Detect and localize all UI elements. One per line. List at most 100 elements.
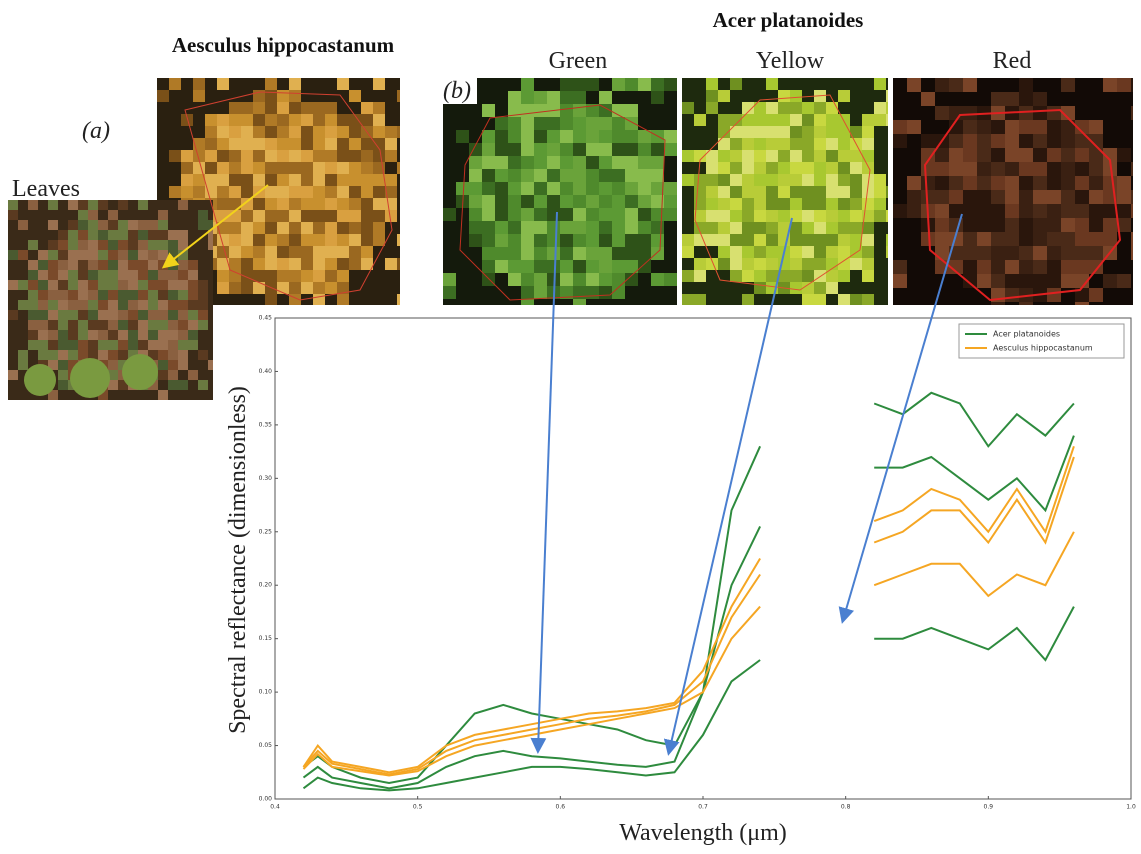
image-pixel	[289, 222, 301, 234]
image-pixel	[651, 91, 664, 104]
image-pixel	[158, 280, 168, 290]
image-pixel	[289, 126, 301, 138]
image-pixel	[1047, 120, 1061, 134]
image-pixel	[826, 114, 838, 126]
image-pixel	[1061, 260, 1075, 274]
image-pixel	[168, 380, 178, 390]
image-pixel	[790, 246, 802, 258]
image-pixel	[826, 246, 838, 258]
image-pixel	[253, 258, 265, 270]
image-pixel	[754, 102, 766, 114]
image-pixel	[253, 114, 265, 126]
image-pixel	[1103, 162, 1117, 176]
image-pixel	[88, 260, 98, 270]
image-pixel	[58, 360, 68, 370]
image-pixel	[651, 208, 664, 221]
label-box	[437, 76, 477, 104]
image-pixel	[862, 138, 874, 150]
arrow	[530, 211, 558, 754]
image-pixel	[814, 114, 826, 126]
image-pixel	[547, 117, 560, 130]
image-pixel	[58, 250, 68, 260]
image-pixel	[193, 138, 205, 150]
image-pixel	[337, 162, 349, 174]
image-pixel	[508, 260, 521, 273]
image-pixel	[181, 114, 193, 126]
image-pixel	[893, 274, 907, 288]
image-pixel	[742, 186, 754, 198]
image-pixel	[482, 195, 495, 208]
image-pixel	[1033, 106, 1047, 120]
image-pixel	[168, 280, 178, 290]
image-pixel	[168, 360, 178, 370]
image-pixel	[814, 174, 826, 186]
image-pixel	[730, 78, 742, 90]
image-pixel	[98, 280, 108, 290]
image-pixel	[718, 258, 730, 270]
image-pixel	[301, 222, 313, 234]
image-pixel	[534, 234, 547, 247]
image-pixel	[1019, 218, 1033, 232]
image-pixel	[158, 320, 168, 330]
image-pixel	[108, 290, 118, 300]
image-pixel	[778, 210, 790, 222]
image-pixel	[886, 114, 888, 126]
image-pixel	[313, 210, 325, 222]
image-pixel	[229, 162, 241, 174]
image-pixel	[241, 282, 253, 294]
image-pixel	[754, 174, 766, 186]
image-pixel	[534, 169, 547, 182]
roi-outline	[694, 94, 871, 291]
image-pixel	[1131, 246, 1133, 260]
image-pixel	[469, 208, 482, 221]
image-pixel	[253, 270, 265, 282]
image-pixel	[1019, 78, 1033, 92]
image-pixel	[38, 310, 48, 320]
image-pixel	[730, 210, 742, 222]
image-pixel	[682, 234, 694, 246]
image-pixel	[469, 156, 482, 169]
image-pixel	[495, 169, 508, 182]
image-pixel	[482, 182, 495, 195]
image-pixel	[8, 370, 18, 380]
image-pixel	[706, 90, 718, 102]
image-pixel	[949, 162, 963, 176]
image-pixel	[921, 148, 935, 162]
image-pixel	[664, 182, 677, 195]
image-pixel	[586, 195, 599, 208]
image-pixel	[1005, 148, 1019, 162]
image-pixel	[241, 186, 253, 198]
image-pixel	[766, 270, 778, 282]
image-pixel	[977, 134, 991, 148]
image-pixel	[157, 90, 169, 102]
image-pixel	[560, 130, 573, 143]
image-pixel	[612, 156, 625, 169]
image-pixel	[48, 320, 58, 330]
image-pixel	[1047, 134, 1061, 148]
image-pixel	[108, 310, 118, 320]
image-pixel	[148, 320, 158, 330]
image-pixel	[754, 222, 766, 234]
image-pixel	[1103, 232, 1117, 246]
image-pixel	[98, 240, 108, 250]
image-pixel	[625, 260, 638, 273]
image-pixel	[1075, 246, 1089, 260]
image-pixel	[118, 230, 128, 240]
image-pixel	[718, 150, 730, 162]
image-pixel	[313, 282, 325, 294]
image-pixel	[718, 138, 730, 150]
image-pixel	[265, 198, 277, 210]
image-pixel	[1047, 162, 1061, 176]
image-pixel	[935, 218, 949, 232]
image-pixel	[1103, 218, 1117, 232]
image-pixel	[48, 310, 58, 320]
image-pixel	[128, 250, 138, 260]
image-pixel	[229, 222, 241, 234]
image-pixel	[547, 91, 560, 104]
x-tick-label: 0.6	[556, 804, 566, 811]
image-pixel	[638, 182, 651, 195]
image-pixel	[265, 174, 277, 186]
image-pixel	[181, 162, 193, 174]
image-pixel	[718, 210, 730, 222]
image-pixel	[217, 138, 229, 150]
